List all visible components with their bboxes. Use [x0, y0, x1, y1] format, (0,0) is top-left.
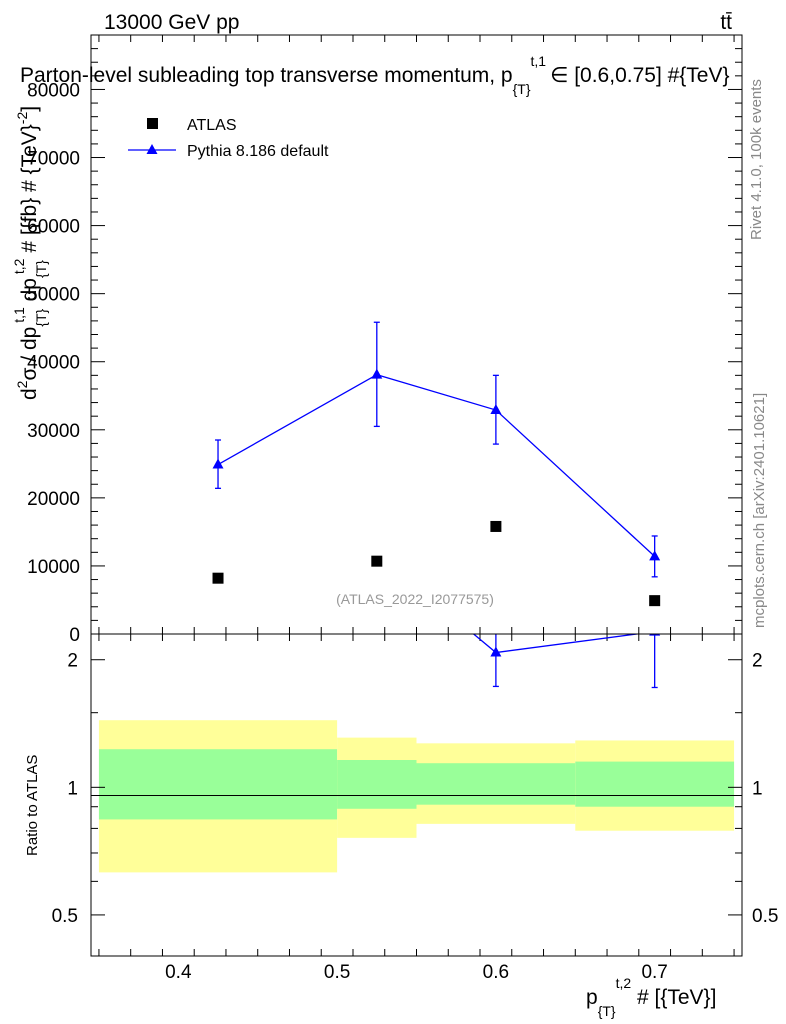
main-y-tick-label: 60000 [27, 217, 80, 238]
main-y-tick-label: 80000 [27, 80, 80, 101]
pythia-data-point [490, 404, 502, 415]
x-tick-label: 0.5 [324, 962, 350, 983]
ratio-band-stat [337, 760, 417, 809]
pythia-data-point [371, 368, 383, 379]
main-y-tick-label: 20000 [27, 489, 80, 510]
header-process: tt̄ [720, 11, 732, 34]
ratio-axis-ticks [91, 634, 742, 956]
ratio-y-axis-label: Ratio to ATLAS [24, 755, 41, 856]
ratio-y-tick-label-right: 0.5 [752, 906, 778, 927]
legend-atlas-marker [147, 118, 158, 129]
main-y-tick-label: 50000 [27, 285, 80, 306]
ratio-y-tick-label-right: 2 [752, 651, 763, 672]
legend: ATLAS Pythia 8.186 default [128, 117, 329, 160]
atlas-data-point [212, 572, 224, 584]
main-axis-ticks [91, 35, 742, 635]
ratio-y-tick-label: 1 [67, 778, 78, 799]
atlas-data-point [490, 520, 502, 532]
main-y-tick-labels: 0 10000 20000 30000 40000 50000 60000 70000 8000… [27, 80, 80, 646]
atlas-data-point [649, 595, 661, 607]
pythia-data-point [212, 458, 224, 469]
main-y-axis-label: d2σ / dp{T}t,1 dp{T}t,2 # [{fb} # {TeV}-… [11, 106, 49, 400]
ratio-y-tick-label-right: 1 [752, 778, 763, 799]
ratio-band-stat [575, 761, 735, 807]
ratio-y-tick-labels: 0.5 0.5 1 1 2 2 [52, 651, 779, 927]
header-energy: 13000 GeV pp [104, 11, 239, 34]
main-y-tick-label: 30000 [27, 421, 80, 442]
x-tick-label: 0.4 [165, 962, 192, 983]
mcplots-label: mcplots.cern.ch [arXiv:2401.10621] [751, 393, 768, 628]
main-data-layer [212, 321, 661, 607]
main-y-tick-label: 10000 [27, 557, 80, 578]
ratio-band-stat [98, 749, 338, 820]
main-y-tick-label: 70000 [27, 149, 80, 170]
main-y-tick-label: 40000 [27, 353, 80, 374]
x-tick-label: 0.7 [641, 962, 667, 983]
pythia-data-point [649, 550, 661, 561]
x-tick-label: 0.6 [483, 962, 509, 983]
pythia-line [217, 373, 656, 557]
ratio-uncertainty-bands [98, 720, 735, 873]
main-y-tick-label: 0 [69, 625, 80, 646]
legend-pythia-label: Pythia 8.186 default [187, 143, 329, 160]
x-tick-labels: 0.4 0.5 0.6 0.7 [165, 962, 668, 983]
ratio-y-tick-label: 0.5 [52, 906, 78, 927]
legend-atlas-label: ATLAS [187, 117, 237, 134]
rivet-label: Rivet 4.1.0, 100k events [748, 79, 765, 240]
atlas-data-point [371, 555, 383, 567]
ratio-frame [90, 633, 743, 957]
ratio-y-tick-label: 2 [67, 651, 78, 672]
plot-title: Parton-level subleading top transverse m… [20, 53, 730, 97]
ratio-band-stat [416, 763, 576, 805]
ratio-data-layer [472, 634, 661, 689]
analysis-watermark: (ATLAS_2022_I2077575) [336, 591, 494, 607]
x-axis-label: p{T}t,2 # [{TeV}] [586, 975, 716, 1019]
ratio-data-point [490, 646, 502, 657]
legend-pythia-marker [146, 144, 158, 154]
